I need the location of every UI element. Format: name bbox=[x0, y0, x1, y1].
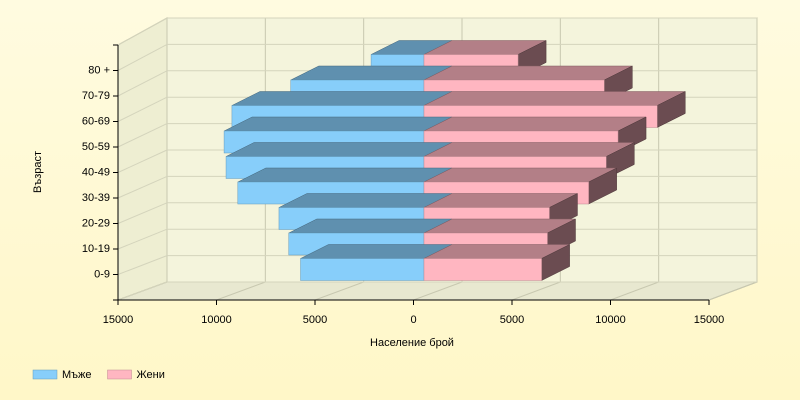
floor-grid-line bbox=[314, 281, 364, 301]
floor-grid-line bbox=[216, 281, 266, 301]
legend-swatch bbox=[32, 369, 58, 380]
legend-swatch bbox=[107, 369, 132, 380]
floor-grid-line bbox=[511, 281, 561, 301]
left-wall bbox=[117, 17, 168, 301]
legend-label: Жени bbox=[137, 369, 165, 381]
side-row-line bbox=[117, 202, 168, 224]
legend: Мъже Жени bbox=[32, 369, 165, 381]
y-tick-label: 50-59 bbox=[82, 141, 110, 153]
y-tick-label: 80 + bbox=[88, 64, 110, 76]
bar-top bbox=[231, 91, 453, 106]
x-tick-label: 0 bbox=[410, 314, 416, 326]
bar-top bbox=[423, 142, 635, 157]
y-tick-label: 70-79 bbox=[82, 90, 110, 102]
side-row-line bbox=[117, 281, 168, 301]
x-tick-label: 15000 bbox=[694, 314, 725, 326]
y-tick-label: 0-9 bbox=[94, 268, 110, 280]
labels: 15000 10000 5000 0 5000 10000 15000 0-9 10-19 20-… bbox=[82, 44, 725, 326]
x-tick-label: 15000 bbox=[103, 314, 134, 326]
side-row-line bbox=[117, 123, 168, 148]
bars bbox=[223, 40, 686, 281]
bar bbox=[423, 258, 542, 281]
side-row-line bbox=[117, 228, 168, 250]
x-tick-label: 5000 bbox=[500, 314, 524, 326]
bar bbox=[300, 258, 425, 281]
x-tick-label: 10000 bbox=[595, 314, 626, 326]
side-row-line bbox=[117, 255, 168, 275]
bar-top bbox=[423, 116, 647, 132]
floor-grid-line bbox=[610, 281, 659, 301]
bar-top bbox=[223, 116, 453, 132]
side-row-line bbox=[117, 96, 168, 122]
x-tick-label: 5000 bbox=[303, 314, 327, 326]
floor-grid-line bbox=[413, 281, 463, 301]
y-tick-label: 10-19 bbox=[82, 243, 110, 255]
legend-label: Мъже bbox=[62, 369, 92, 381]
bar-top bbox=[225, 142, 453, 157]
y-tick-label: 20-29 bbox=[82, 217, 110, 229]
y-tick-label: 30-39 bbox=[82, 192, 110, 204]
side-row-line bbox=[117, 17, 168, 46]
bar-top bbox=[278, 193, 453, 208]
side-row-line bbox=[117, 149, 168, 173]
y-tick-label: 60-69 bbox=[82, 115, 110, 127]
x-tick-label: 10000 bbox=[201, 314, 232, 326]
bar-top bbox=[423, 167, 617, 183]
x-axis-title: Население брой bbox=[370, 337, 454, 349]
side-row-line bbox=[117, 175, 168, 199]
bar-top bbox=[237, 167, 453, 183]
bar-top bbox=[288, 218, 453, 234]
y-axis-title: Възраст bbox=[32, 151, 44, 193]
bar-top bbox=[423, 65, 633, 81]
bar-top bbox=[423, 91, 686, 106]
side-row-line bbox=[117, 43, 168, 71]
y-tick-label: 40-49 bbox=[82, 166, 110, 178]
floor-grid-line bbox=[708, 281, 758, 301]
side-row-line bbox=[117, 70, 168, 97]
